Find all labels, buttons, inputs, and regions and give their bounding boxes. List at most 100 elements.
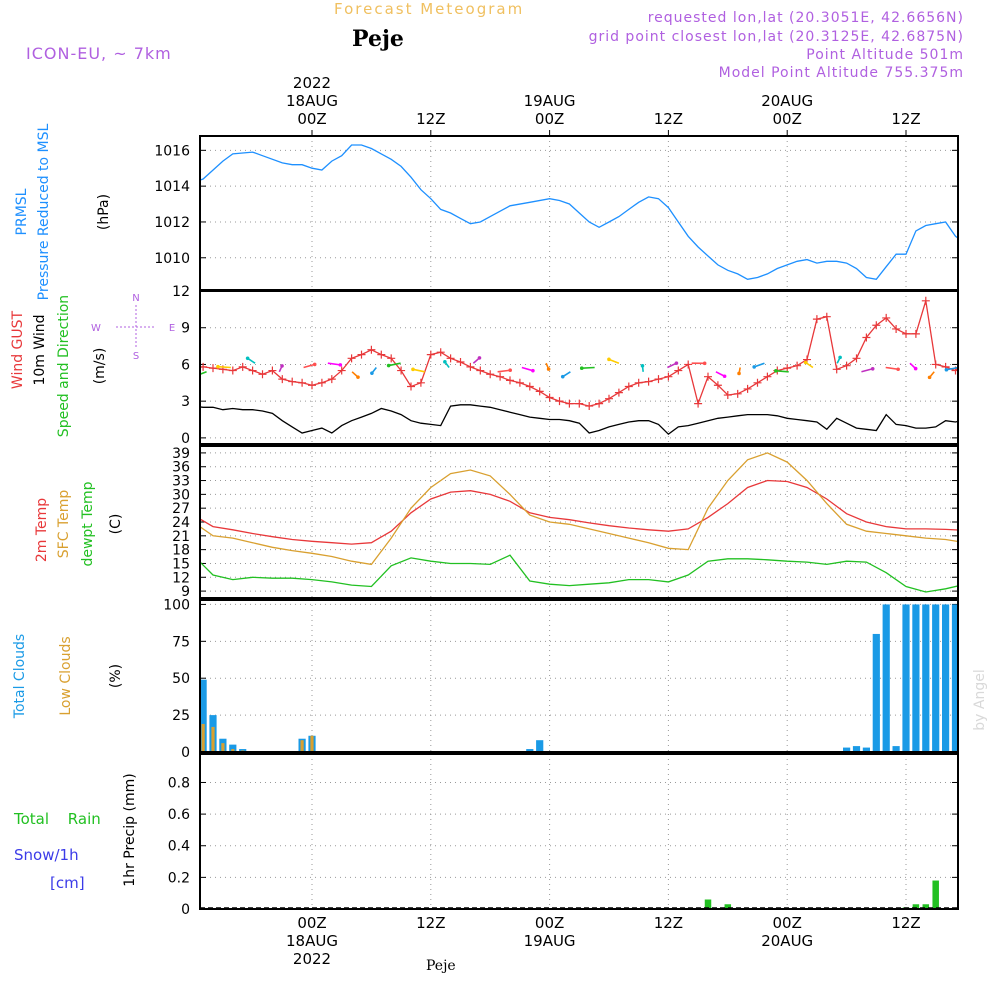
wind-arrow-head bbox=[477, 356, 482, 360]
gust-marker bbox=[733, 389, 742, 398]
ylabel-10m-wind: 10m Wind bbox=[32, 314, 48, 385]
low-clouds-bar bbox=[142, 731, 145, 752]
total-clouds-bar bbox=[951, 604, 958, 752]
ylabel-hpa: (hPa) bbox=[96, 194, 112, 230]
gust-marker bbox=[535, 387, 544, 396]
temp-2m-line bbox=[200, 479, 958, 545]
wind-direction-arrow bbox=[388, 362, 401, 367]
gust-marker bbox=[179, 373, 187, 381]
gust-marker bbox=[278, 375, 287, 384]
panel-frame bbox=[199, 753, 959, 910]
y-tick-label: 0 bbox=[181, 745, 190, 761]
gust-marker bbox=[842, 361, 851, 370]
y-tick-label: 36 bbox=[172, 460, 190, 476]
y-tick-label: 6 bbox=[181, 357, 190, 373]
gust-marker bbox=[872, 321, 881, 330]
wind-arrow-head bbox=[944, 367, 949, 372]
total-clouds-bar bbox=[862, 747, 870, 752]
low-clouds-bar bbox=[162, 731, 165, 752]
low-clouds-bar bbox=[152, 737, 155, 752]
gust-marker bbox=[664, 372, 673, 381]
wind-direction-arrow bbox=[861, 368, 873, 373]
gust-marker bbox=[317, 378, 326, 387]
gust-marker bbox=[911, 329, 920, 338]
total-clouds-bar bbox=[922, 604, 930, 752]
y-tick-label: 24 bbox=[172, 515, 190, 531]
low-clouds-bar bbox=[192, 725, 195, 752]
total-clouds-bar bbox=[190, 687, 197, 752]
y-tick-label: 75 bbox=[172, 634, 190, 650]
y-tick-label: 18 bbox=[172, 543, 190, 559]
gust-marker bbox=[308, 381, 316, 390]
point-altitude: Point Altitude 501m bbox=[806, 47, 964, 63]
temp-sfc-line bbox=[200, 452, 958, 566]
y-tick-label: 12 bbox=[172, 570, 190, 586]
wind-direction-arrow bbox=[581, 366, 595, 370]
gust-marker bbox=[228, 366, 237, 375]
model-altitude: Model Point Altitude 755.375m bbox=[718, 65, 964, 81]
watermark: by Angel bbox=[972, 669, 988, 730]
ylabel-2m-temp: 2m Temp bbox=[34, 498, 50, 562]
y-tick-label: 0.4 bbox=[168, 839, 190, 855]
footer-location: Peje bbox=[426, 958, 456, 974]
gust-marker bbox=[476, 366, 485, 375]
gust-marker bbox=[169, 387, 177, 395]
gust-marker bbox=[585, 402, 594, 411]
gust-marker bbox=[614, 388, 623, 397]
gridpoint-coords: grid point closest lon,lat (20.3125E, 42… bbox=[588, 29, 964, 45]
wind-arrow-head bbox=[838, 355, 842, 360]
wind-direction-arrow bbox=[946, 366, 958, 371]
rain-bar bbox=[724, 904, 732, 909]
low-clouds-bar bbox=[310, 735, 314, 752]
gust-marker bbox=[783, 364, 792, 373]
wind-direction-arrow bbox=[753, 362, 765, 368]
ylabel-speed-direction: Speed and Direction bbox=[56, 295, 72, 437]
wind-direction-arrow bbox=[412, 368, 426, 373]
wind-direction-arrow bbox=[303, 363, 315, 369]
bottom-time-label: 00Z bbox=[773, 914, 802, 932]
wind-arrow-head bbox=[752, 365, 756, 369]
y-tick-label: 39 bbox=[172, 446, 190, 462]
wind-arrow-head bbox=[774, 369, 778, 373]
wind-arrow-head bbox=[702, 361, 707, 366]
ylabel-dewpt-temp: dewpt Temp bbox=[80, 481, 96, 566]
top-time-label: 12Z bbox=[654, 110, 683, 128]
bottom-time-label: 20AUG bbox=[761, 932, 813, 950]
gust-marker bbox=[446, 354, 455, 363]
total-clouds-bar bbox=[140, 672, 147, 752]
gust-marker bbox=[466, 362, 475, 371]
gust-marker bbox=[812, 315, 821, 324]
wind-arrow-head bbox=[145, 370, 149, 374]
low-clouds-bar bbox=[201, 723, 205, 752]
gust-marker bbox=[288, 377, 297, 386]
gust-marker bbox=[902, 329, 910, 338]
wind-arrow-head bbox=[579, 366, 584, 371]
dewpoint-line bbox=[200, 554, 958, 593]
wind-direction-arrow bbox=[775, 370, 789, 373]
gust-marker bbox=[367, 345, 376, 354]
y-tick-label: 9 bbox=[181, 321, 190, 337]
gust-marker bbox=[555, 397, 564, 406]
gust-marker bbox=[327, 375, 336, 384]
gust-line bbox=[200, 300, 958, 407]
gust-marker bbox=[971, 342, 979, 350]
bottom-time-label: 12Z bbox=[654, 914, 683, 932]
low-clouds-bar bbox=[964, 743, 967, 752]
rain-bar bbox=[932, 880, 939, 909]
bottom-time-label: 00Z bbox=[297, 914, 326, 932]
model-label: ICON-EU, ~ 7km bbox=[26, 44, 172, 63]
bottom-time-label: 00Z bbox=[535, 914, 564, 932]
wind-direction-arrow bbox=[200, 371, 207, 376]
total-clouds-bar bbox=[843, 747, 851, 752]
y-tick-label: 0.8 bbox=[168, 775, 190, 791]
total-clouds-bar bbox=[150, 689, 157, 752]
gust-marker bbox=[456, 357, 465, 366]
rain-bar bbox=[912, 904, 920, 909]
gust-marker bbox=[377, 350, 386, 359]
top-time-label: 00Z bbox=[297, 110, 326, 128]
y-tick-label: 12 bbox=[172, 284, 190, 300]
rain-bar bbox=[704, 899, 712, 909]
gust-marker bbox=[397, 366, 406, 375]
wind-arrow-head bbox=[338, 363, 343, 367]
top-time-label: 20AUG bbox=[761, 92, 813, 110]
